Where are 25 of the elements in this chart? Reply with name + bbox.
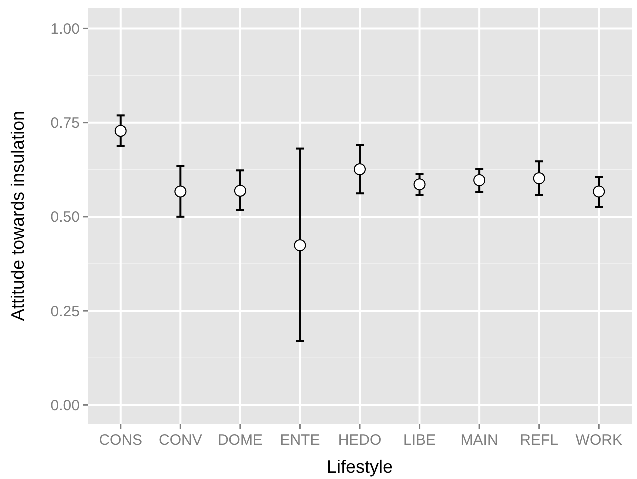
x-tick-label: CONV: [158, 432, 202, 449]
x-tick-label: HEDO: [338, 432, 382, 449]
point: [593, 186, 606, 198]
y-tick-label: 0.25: [50, 303, 80, 320]
y-tick-label: 0.50: [50, 209, 80, 226]
point: [474, 174, 486, 186]
y-tick-label: 1.00: [50, 20, 80, 38]
point: [354, 164, 366, 176]
point: [294, 240, 306, 252]
y-tick-label: 0.00: [50, 397, 80, 414]
y-axis-title: Attitude towards insulation: [8, 110, 28, 322]
x-tick-label: LIBE: [404, 432, 436, 449]
point: [114, 125, 127, 138]
point: [234, 184, 246, 197]
x-tick-label: CONS: [99, 432, 143, 449]
y-tick-label: 0.75: [50, 115, 80, 132]
x-tick-label: DOME: [218, 432, 263, 449]
x-tick-label: ENTE: [280, 432, 320, 449]
point: [533, 172, 546, 185]
point: [174, 186, 187, 198]
x-tick-label: REFL: [520, 432, 559, 449]
x-axis-title: Lifestyle: [326, 457, 394, 477]
x-tick-label: WORK: [576, 432, 622, 449]
point: [414, 178, 426, 191]
x-tick-label: MAIN: [460, 432, 498, 449]
